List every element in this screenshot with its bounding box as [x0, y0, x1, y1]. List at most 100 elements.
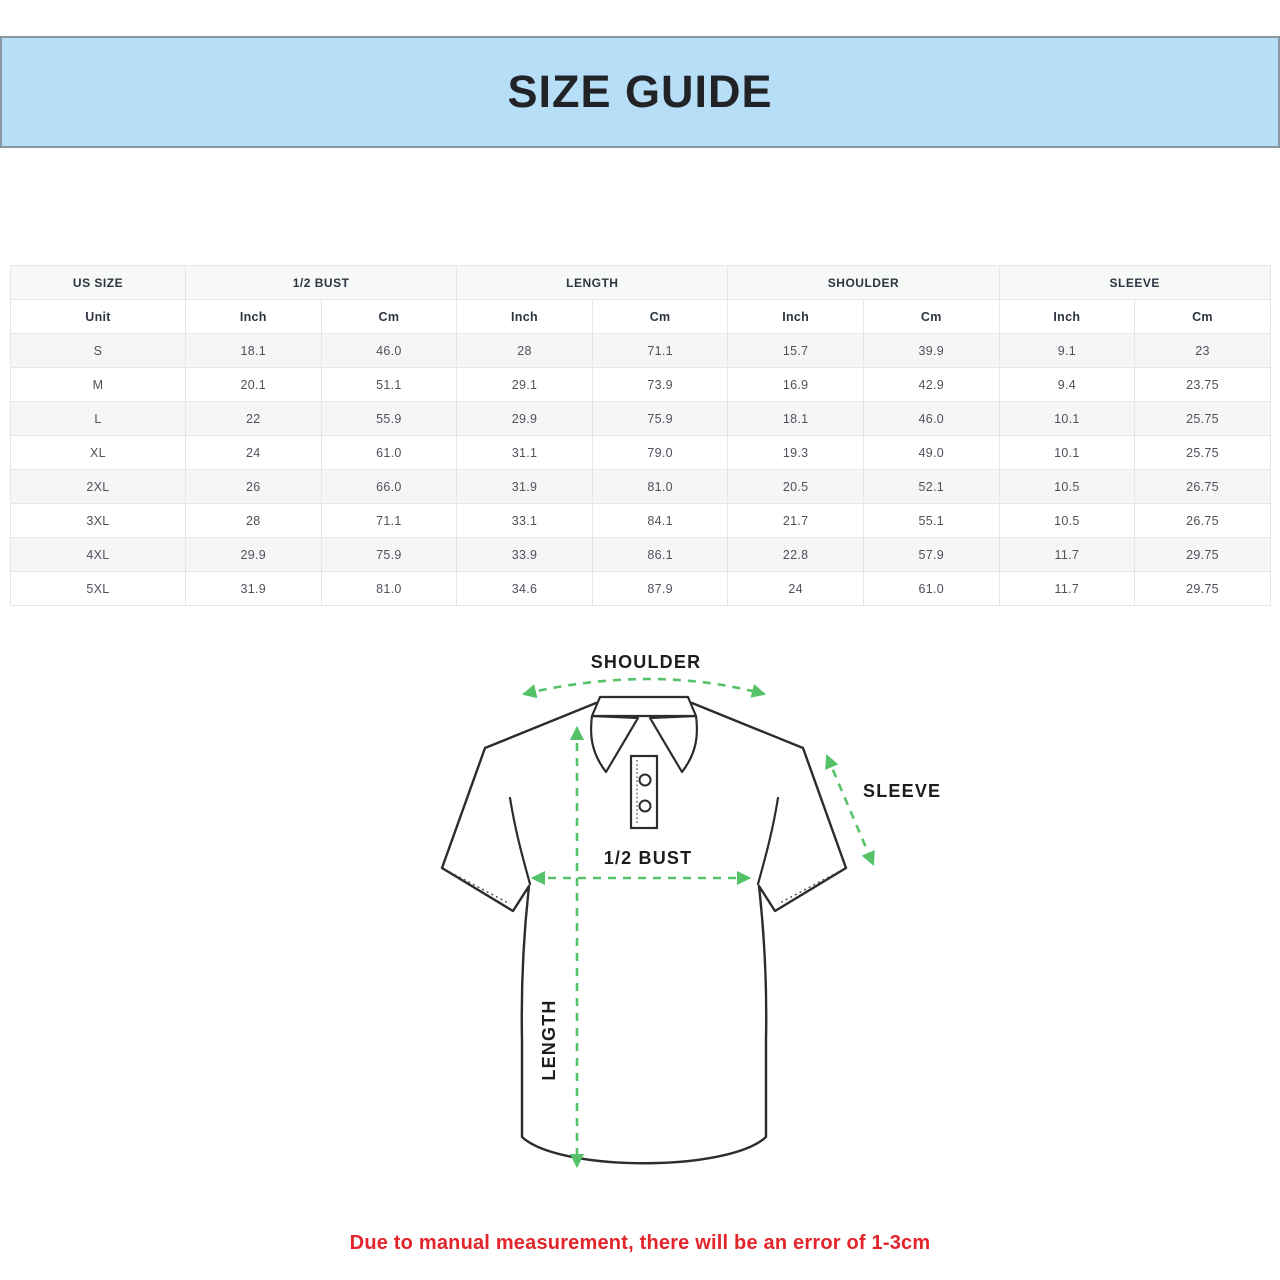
size-cell: 4XL — [10, 537, 186, 572]
table-row: M 20.1 51.1 29.1 73.9 16.9 42.9 9.4 23.75 — [10, 367, 1271, 402]
measurement-cell: 20.5 — [727, 469, 864, 504]
measurement-cell: 25.75 — [1134, 435, 1271, 470]
unit-header-cell: Inch — [727, 299, 864, 334]
polo-shirt-diagram-svg: SHOULDER SLEEVE 1/2 BUST LENGTH — [440, 652, 940, 1169]
column-group-header: SHOULDER — [727, 265, 1000, 300]
measurement-cell: 75.9 — [591, 401, 729, 436]
measurement-cell: 86.1 — [591, 537, 729, 572]
measurement-cell: 18.1 — [727, 401, 864, 436]
sleeve-measure-arrow — [825, 754, 875, 866]
shoulder-label: SHOULDER — [591, 652, 702, 672]
unit-header-cell: Inch — [185, 299, 322, 334]
measurement-cell: 42.9 — [862, 367, 1000, 402]
measurement-cell: 29.1 — [456, 367, 593, 402]
measurement-cell: 10.5 — [998, 469, 1136, 504]
measurement-error-note: Due to manual measurement, there will be… — [349, 1232, 931, 1254]
measurement-cell: 71.1 — [320, 503, 458, 538]
measurement-diagram: SHOULDER SLEEVE 1/2 BUST LENGTH — [430, 640, 940, 1200]
table-row: 2XL 26 66.0 31.9 81.0 20.5 52.1 10.5 26.75 — [10, 469, 1271, 504]
measurement-cell: 9.1 — [998, 333, 1136, 368]
table-group-header-row: US SIZE 1/2 BUST LENGTH SHOULDER SLEEVE — [10, 265, 1271, 300]
measurement-cell: 57.9 — [862, 537, 1000, 572]
polo-shirt-outline — [440, 701, 848, 1165]
measurement-cell: 24 — [727, 571, 864, 606]
measurement-cell: 33.1 — [456, 503, 593, 538]
unit-header-cell: Unit — [10, 299, 186, 334]
measurement-cell: 28 — [185, 503, 322, 538]
size-cell: 5XL — [10, 571, 186, 606]
size-cell: M — [10, 367, 186, 402]
measurement-cell: 11.7 — [998, 571, 1136, 606]
measurement-cell: 31.9 — [185, 571, 322, 606]
collar-band — [590, 695, 698, 718]
size-guide-banner: SIZE GUIDE — [0, 36, 1280, 148]
right-cuff-stitch — [777, 871, 839, 905]
measurement-cell: 29.75 — [1134, 537, 1271, 572]
button-icon — [638, 799, 652, 813]
length-label: LENGTH — [539, 999, 559, 1080]
column-group-header: LENGTH — [456, 265, 729, 300]
size-table-container: US SIZE 1/2 BUST LENGTH SHOULDER SLEEVE Unit… — [10, 265, 1271, 606]
measurement-cell: 49.0 — [862, 435, 1000, 470]
size-cell: L — [10, 401, 186, 436]
measurement-cell: 28 — [456, 333, 593, 368]
measurement-cell: 52.1 — [862, 469, 1000, 504]
measurement-cell: 21.7 — [727, 503, 864, 538]
unit-header-cell: Cm — [320, 299, 458, 334]
measurement-cell: 81.0 — [320, 571, 458, 606]
size-cell: S — [10, 333, 186, 368]
measurement-cell: 20.1 — [185, 367, 322, 402]
measurement-cell: 26.75 — [1134, 469, 1271, 504]
measurement-cell: 33.9 — [456, 537, 593, 572]
left-armhole-seam — [508, 796, 532, 886]
unit-header-cell: Cm — [1134, 299, 1271, 334]
measurement-cell: 55.1 — [862, 503, 1000, 538]
measurement-cell: 55.9 — [320, 401, 458, 436]
button-icon — [638, 773, 652, 787]
table-row: 4XL 29.9 75.9 33.9 86.1 22.8 57.9 11.7 29.75 — [10, 537, 1271, 572]
shoulder-measure-arrow — [521, 677, 767, 699]
measurement-cell: 81.0 — [591, 469, 729, 504]
measurement-cell: 23 — [1134, 333, 1271, 368]
measurement-cell: 75.9 — [320, 537, 458, 572]
size-cell: 3XL — [10, 503, 186, 538]
measurement-cell: 22 — [185, 401, 322, 436]
measurement-cell: 19.3 — [727, 435, 864, 470]
sleeve-label: SLEEVE — [863, 781, 940, 801]
measurement-cell: 25.75 — [1134, 401, 1271, 436]
unit-header-cell: Inch — [998, 299, 1136, 334]
table-row: S 18.1 46.0 28 71.1 15.7 39.9 9.1 23 — [10, 333, 1271, 368]
measurement-cell: 61.0 — [862, 571, 1000, 606]
size-table: US SIZE 1/2 BUST LENGTH SHOULDER SLEEVE Unit… — [10, 265, 1271, 606]
unit-header-cell: Inch — [456, 299, 593, 334]
measurement-cell: 39.9 — [862, 333, 1000, 368]
measurement-cell: 23.75 — [1134, 367, 1271, 402]
column-group-header: SLEEVE — [998, 265, 1271, 300]
collar-left-flap — [589, 714, 640, 774]
column-group-header: US SIZE — [10, 265, 186, 300]
measurement-cell: 71.1 — [591, 333, 729, 368]
unit-header-cell: Cm — [591, 299, 729, 334]
table-row: XL 24 61.0 31.1 79.0 19.3 49.0 10.1 25.75 — [10, 435, 1271, 470]
table-row: 5XL 31.9 81.0 34.6 87.9 24 61.0 11.7 29.75 — [10, 571, 1271, 606]
bust-label: 1/2 BUST — [604, 848, 693, 868]
measurement-cell: 79.0 — [591, 435, 729, 470]
measurement-cell: 29.9 — [185, 537, 322, 572]
measurement-cell: 61.0 — [320, 435, 458, 470]
measurement-cell: 10.5 — [998, 503, 1136, 538]
measurement-cell: 31.9 — [456, 469, 593, 504]
measurement-cell: 15.7 — [727, 333, 864, 368]
measurement-cell: 10.1 — [998, 435, 1136, 470]
measurement-cell: 84.1 — [591, 503, 729, 538]
measurement-cell: 9.4 — [998, 367, 1136, 402]
table-unit-header-row: Unit Inch Cm Inch Cm Inch Cm Inch Cm — [10, 299, 1271, 334]
collar-right-flap — [648, 714, 699, 774]
measurement-cell: 51.1 — [320, 367, 458, 402]
measurement-cell: 73.9 — [591, 367, 729, 402]
measurement-cell: 26 — [185, 469, 322, 504]
measurement-cell: 66.0 — [320, 469, 458, 504]
measurement-cell: 29.9 — [456, 401, 593, 436]
size-cell: XL — [10, 435, 186, 470]
table-row: 3XL 28 71.1 33.1 84.1 21.7 55.1 10.5 26.75 — [10, 503, 1271, 538]
measurement-cell: 16.9 — [727, 367, 864, 402]
